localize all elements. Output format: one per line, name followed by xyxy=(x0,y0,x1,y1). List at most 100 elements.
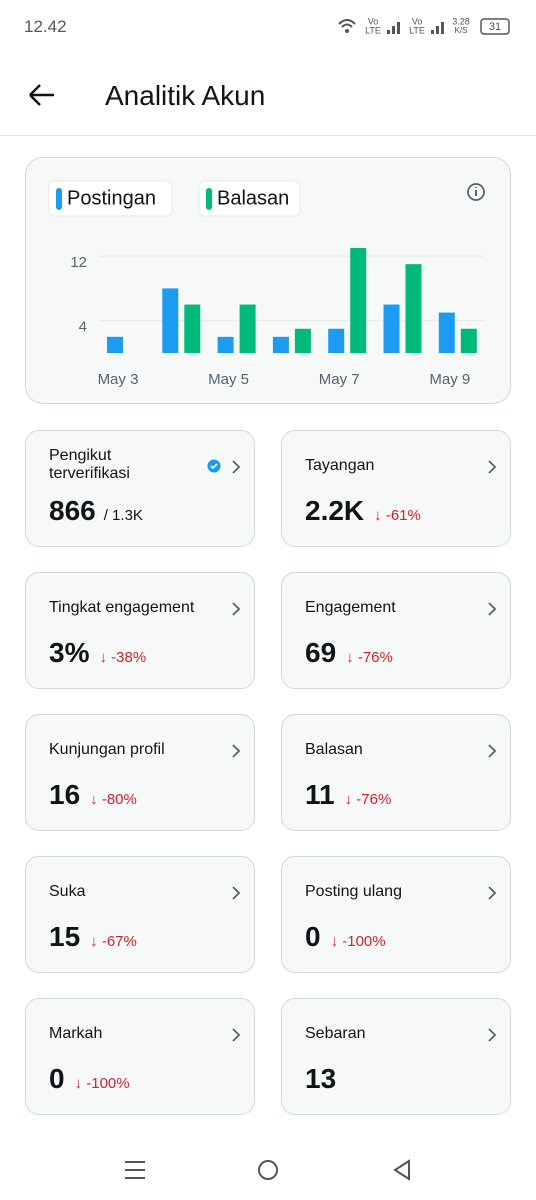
card-title: Engagement xyxy=(305,599,396,616)
bar xyxy=(184,304,201,353)
card-change: ↓ -76% xyxy=(346,649,393,666)
bar xyxy=(294,328,311,353)
chevron xyxy=(488,1028,497,1042)
card-value: 866 xyxy=(49,495,96,526)
y-tick-label: 4 xyxy=(79,319,87,336)
card-change-value: -38% xyxy=(111,649,147,666)
legend-chip xyxy=(198,180,301,217)
chevron xyxy=(488,744,497,758)
card-value-row: 0 ↓ -100% xyxy=(305,921,386,953)
card-title: Sebaran xyxy=(305,1025,366,1042)
bar xyxy=(405,264,422,353)
card-value: 69 xyxy=(305,637,337,668)
chevron xyxy=(232,460,241,474)
page-title: Analitik Akun xyxy=(105,80,266,111)
net: Vo xyxy=(412,16,423,26)
card-title: Tingkat engagement xyxy=(49,599,195,616)
x-tick-label: May 7 xyxy=(319,371,360,388)
card-value: 3% xyxy=(49,637,90,668)
status-time: 12.42 xyxy=(24,17,67,36)
bar xyxy=(239,304,256,353)
legend-swatch xyxy=(206,188,212,210)
back-button[interactable] xyxy=(26,80,58,112)
x-tick-label: May 9 xyxy=(429,371,470,388)
card-title: Posting ulang xyxy=(305,883,402,900)
card-value-row: 16 ↓ -80% xyxy=(49,779,137,811)
x-tick-label: May 3 xyxy=(98,371,139,388)
net: LTE xyxy=(365,25,381,35)
card-value: 0 xyxy=(49,1063,65,1094)
card-change-value: -67% xyxy=(101,933,137,950)
card-change: ↓ -100% xyxy=(330,933,386,950)
bar xyxy=(107,336,123,353)
card-title: Balasan xyxy=(305,741,363,758)
card-change: ↓ -76% xyxy=(344,791,392,808)
card-change-value: -100% xyxy=(86,1075,130,1092)
chevron xyxy=(488,886,497,900)
card-value-row: 3% ↓ -38% xyxy=(49,637,146,669)
card-value-row: 2.2K ↓ -61% xyxy=(305,495,421,527)
metric-card[interactable]: Posting ulang 0 ↓ -100% xyxy=(281,856,511,973)
card-change-value: -100% xyxy=(342,933,386,950)
card-change: ↓ -38% xyxy=(99,649,147,666)
chart: Postingan Balasan 4 12 May 3 May 5 May 7 May 9 xyxy=(48,180,485,388)
chevron xyxy=(488,460,497,474)
legend-label: Balasan xyxy=(217,187,289,209)
metric-card[interactable]: Suka 15 ↓ -67% xyxy=(25,856,255,973)
card-change: ↓ -61% xyxy=(374,507,421,524)
card-value: 16 xyxy=(49,779,81,810)
bar xyxy=(350,248,367,353)
card-value-row: 13 xyxy=(305,1063,336,1095)
y-tick-label: 12 xyxy=(70,254,87,271)
chevron xyxy=(232,1028,241,1042)
chevron xyxy=(488,602,497,616)
card-value-row: 0 ↓ -100% xyxy=(49,1063,130,1095)
net: Vo xyxy=(368,16,379,26)
card-title: Suka xyxy=(49,883,86,900)
x-tick-label: May 5 xyxy=(208,371,249,388)
nav-bar xyxy=(125,1159,410,1181)
battery: 31 xyxy=(489,21,501,33)
card-value: 2.2K xyxy=(305,495,365,526)
bar xyxy=(162,288,179,353)
legend-label: Postingan xyxy=(67,187,156,209)
metric-card[interactable]: Tingkat engagement 3% ↓ -38% xyxy=(25,572,255,689)
metric-card[interactable]: Engagement 69 ↓ -76% xyxy=(281,572,511,689)
card-title: Kunjungan profil xyxy=(49,741,165,758)
card-title: Markah xyxy=(49,1025,103,1042)
bar xyxy=(328,328,345,353)
metric-card[interactable]: Pengikut terverifikasi 866 / 1.3K xyxy=(25,430,255,547)
card-value-row: 15 ↓ -67% xyxy=(49,921,137,953)
card-value-row: 11 ↓ -76% xyxy=(305,779,391,811)
card-change-value: -80% xyxy=(101,791,137,808)
chevron xyxy=(232,744,241,758)
card-title: Tayangan xyxy=(305,457,375,474)
metric-card[interactable]: Tayangan 2.2K ↓ -61% xyxy=(281,430,511,547)
bar xyxy=(438,312,455,353)
card-value: 15 xyxy=(49,921,81,952)
chevron xyxy=(232,602,241,616)
card-total: / 1.3K xyxy=(103,507,143,524)
card-change-value: -76% xyxy=(357,649,393,666)
card-title: Pengikut terverifikasi xyxy=(49,447,130,482)
card-value-row: 69 ↓ -76% xyxy=(305,637,393,669)
card-value: 13 xyxy=(305,1063,337,1094)
net: LTE xyxy=(409,25,425,35)
card-value: 11 xyxy=(305,779,335,810)
card-value-row: 866 / 1.3K xyxy=(49,495,143,527)
card-change-value: -76% xyxy=(356,791,392,808)
metric-card[interactable]: Kunjungan profil 16 ↓ -80% xyxy=(25,714,255,831)
legend-swatch xyxy=(56,188,62,210)
verified-badge xyxy=(207,459,221,473)
card-change-value: -61% xyxy=(385,507,421,524)
card-value: 0 xyxy=(305,921,321,952)
card-change: ↓ -80% xyxy=(90,791,137,808)
metric-card[interactable]: Markah 0 ↓ -100% xyxy=(25,998,255,1115)
metric-card[interactable]: Sebaran 13 xyxy=(281,998,511,1115)
card-change: ↓ -100% xyxy=(74,1075,130,1092)
speed: 3.28 xyxy=(452,16,470,26)
bar xyxy=(272,336,289,353)
status-icons: Vo LTE Vo LTE 3.28 K/S 31 xyxy=(338,16,510,35)
metric-card[interactable]: Balasan 11 ↓ -76% xyxy=(281,714,511,831)
